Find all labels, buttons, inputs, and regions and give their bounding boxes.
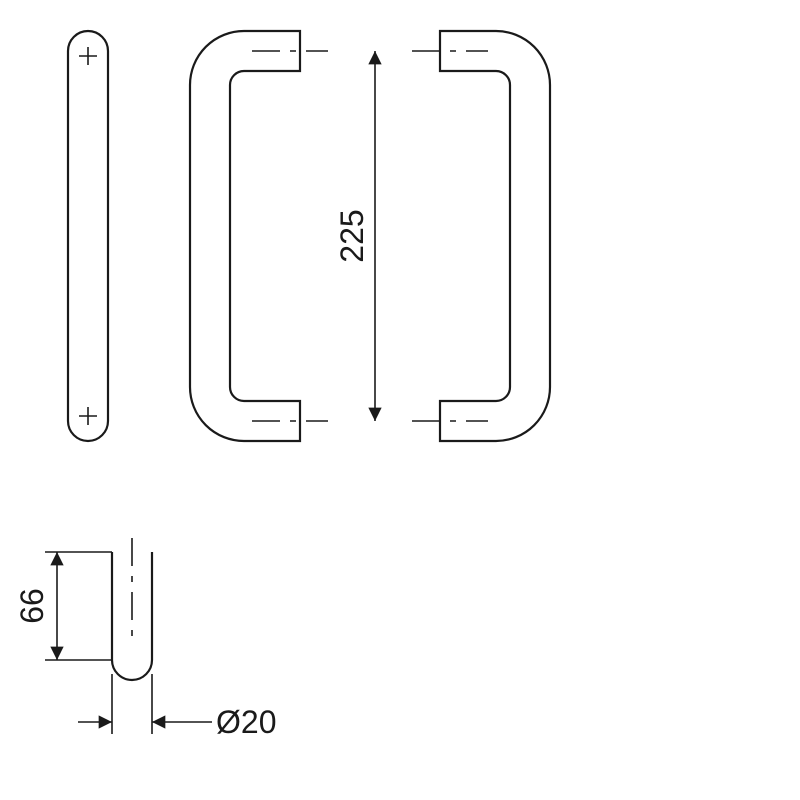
side-view-outline	[68, 31, 108, 441]
handle-left	[190, 31, 300, 441]
dim-text-66: 66	[14, 588, 50, 624]
technical-drawing: 225 66 Ø20	[0, 0, 800, 800]
dim-text-dia: Ø20	[216, 704, 276, 740]
handle-right	[440, 31, 550, 441]
dim-text-225: 225	[334, 209, 370, 262]
